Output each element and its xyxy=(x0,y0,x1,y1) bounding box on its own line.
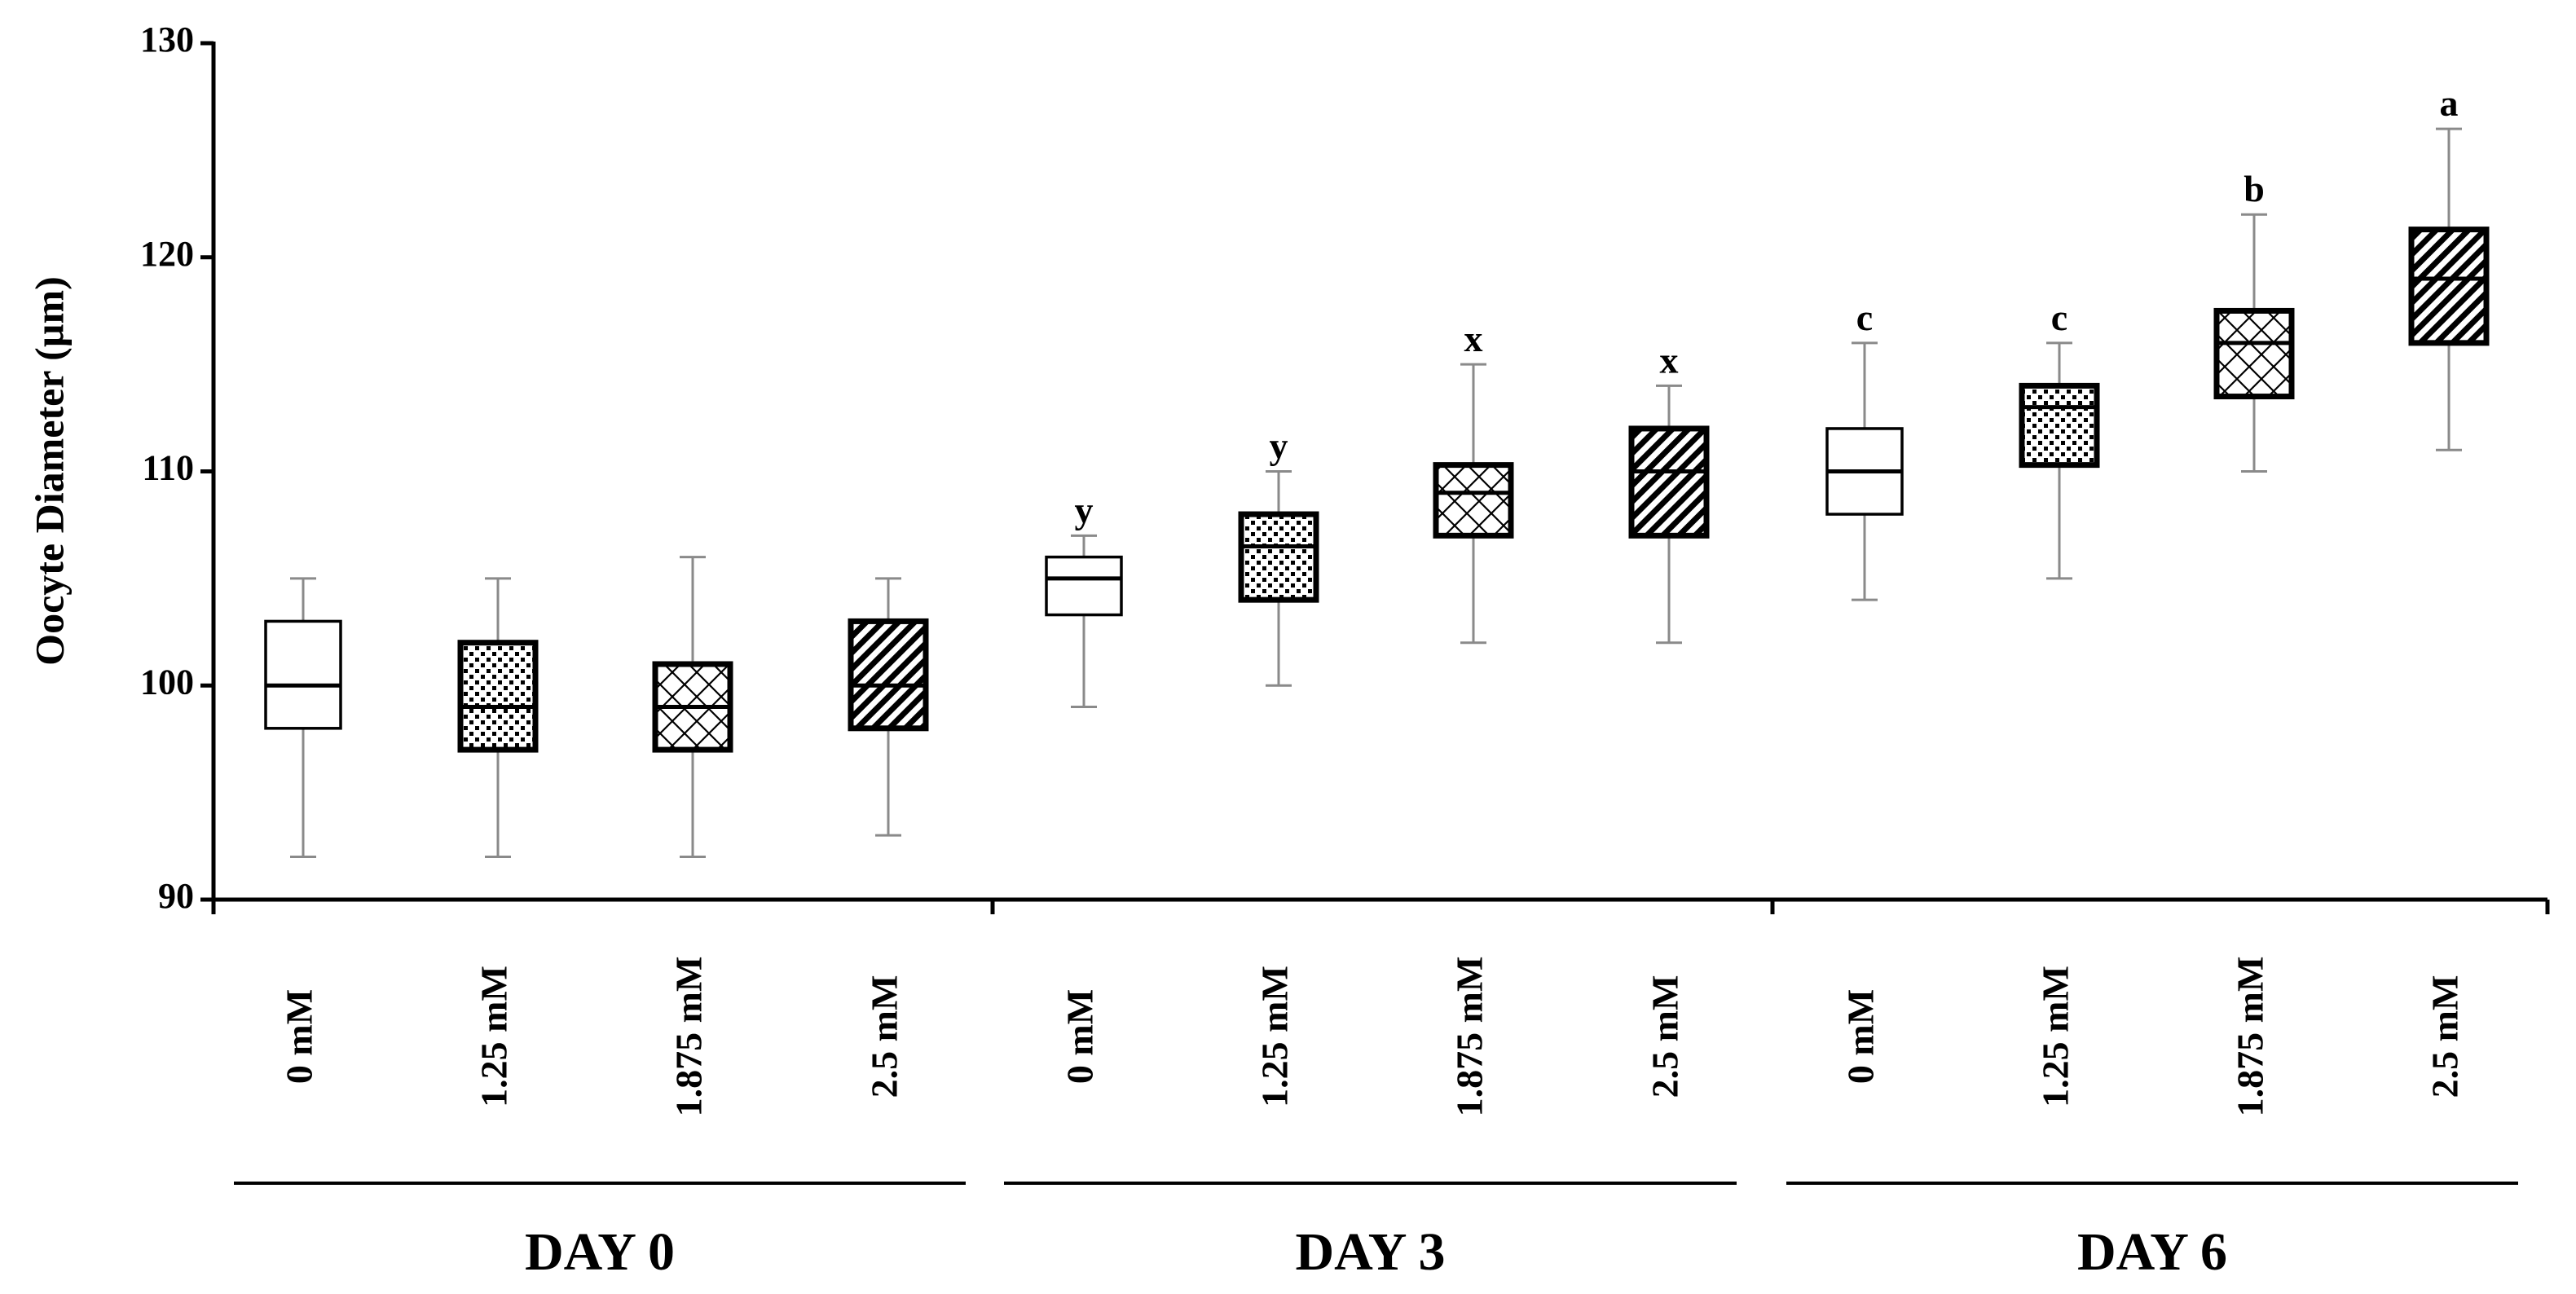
box-day-0-3 xyxy=(848,577,929,837)
box-iqr xyxy=(848,618,929,732)
box-iqr xyxy=(264,619,342,730)
y-axis: 90 100 110 120 130 xyxy=(140,20,216,916)
x-tick-label: 2.5 mM xyxy=(1645,975,1686,1098)
y-tick-label: 130 xyxy=(140,20,194,59)
significance-letter: a xyxy=(2440,82,2459,124)
box-day-0-0 xyxy=(264,577,342,858)
box-iqr xyxy=(1433,462,1514,539)
significance-letter: c xyxy=(2051,297,2067,338)
box-day-6-1: c xyxy=(2019,297,2100,580)
x-tick-label: 1.25 mM xyxy=(2035,966,2076,1107)
y-axis-label: Oocyte Diameter (µm) xyxy=(26,276,72,666)
box-day-3-3: x xyxy=(1628,339,1710,645)
box-iqr xyxy=(2408,227,2490,346)
box-day-3-1: y xyxy=(1238,425,1319,687)
box-day-0-1 xyxy=(457,577,539,858)
x-tick-label: 1.25 mM xyxy=(473,966,515,1107)
box-day-6-2: b xyxy=(2213,168,2295,473)
y-tick-label: 110 xyxy=(142,448,194,488)
x-axis xyxy=(211,897,2550,914)
box-iqr xyxy=(457,640,539,753)
group-label: DAY 0 xyxy=(525,1222,675,1282)
box-iqr xyxy=(1628,425,1710,539)
box-day-3-2: x xyxy=(1433,318,1514,645)
y-tick-label: 100 xyxy=(140,662,194,702)
significance-letter: b xyxy=(2244,168,2265,209)
box-series: y y x x c c b a xyxy=(264,82,2490,858)
x-tick-label: 1.875 mM xyxy=(668,957,710,1117)
significance-letter: x xyxy=(1660,339,1679,381)
box-iqr xyxy=(2019,382,2100,469)
box-iqr xyxy=(1045,555,1123,617)
box-day-0-2 xyxy=(652,556,733,858)
box-iqr xyxy=(1238,511,1319,603)
box-day-6-3: a xyxy=(2408,82,2490,451)
x-tick-label: 0 mM xyxy=(1059,989,1101,1084)
x-tick-label: 0 mM xyxy=(1840,989,1882,1084)
x-tick-label: 0 mM xyxy=(279,989,320,1084)
significance-letter: y xyxy=(1075,489,1094,530)
category-labels: 0 mM 1.25 mM 1.875 mM 2.5 mM DAY 0 0 mM 1.25 m… xyxy=(234,957,2518,1282)
x-tick-label: 1.875 mM xyxy=(1449,957,1491,1117)
x-tick-label: 2.5 mM xyxy=(2424,975,2466,1098)
x-tick-label: 2.5 mM xyxy=(864,975,905,1098)
significance-letter: x xyxy=(1464,318,1483,359)
significance-letter: y xyxy=(1270,425,1288,467)
box-day-6-0: c xyxy=(1825,297,1904,601)
x-tick-label: 1.875 mM xyxy=(2230,957,2271,1117)
group-label: DAY 6 xyxy=(2077,1222,2227,1282)
significance-letter: c xyxy=(1856,297,1873,338)
x-tick-label: 1.25 mM xyxy=(1254,966,1296,1107)
y-tick-label: 90 xyxy=(158,876,194,916)
y-tick-label: 120 xyxy=(140,234,194,274)
group-label: DAY 3 xyxy=(1296,1222,1446,1282)
box-iqr xyxy=(2213,307,2295,400)
box-day-3-0: y xyxy=(1045,489,1123,709)
